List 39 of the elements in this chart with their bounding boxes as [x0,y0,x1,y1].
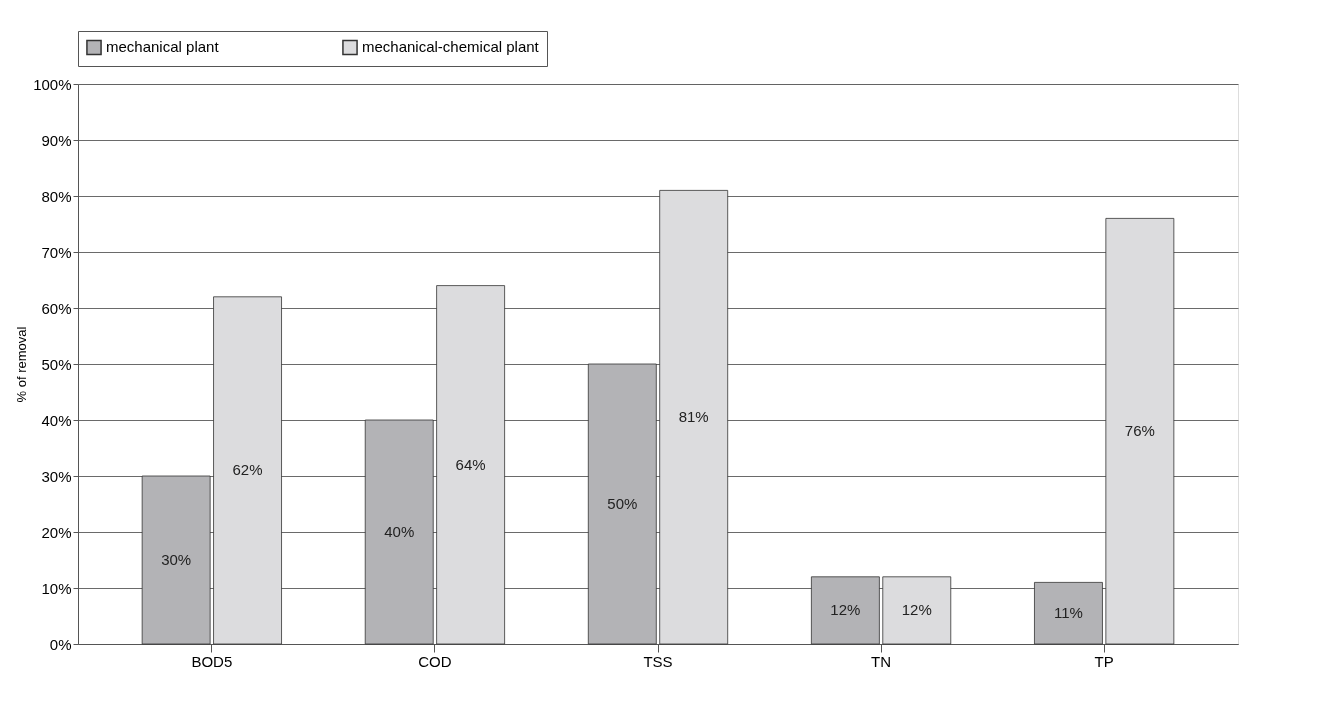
data-label: 30% [161,551,192,568]
y-tick-label: 50% [41,355,72,373]
legend-label: mechanical plant [106,38,220,56]
data-label: 76% [1124,422,1155,440]
bar [659,190,729,645]
data-label: 11% [1054,604,1083,622]
y-tick-label: 100% [33,75,72,93]
y-tick-label: 90% [41,131,72,149]
y-tick-label: 20% [41,523,72,541]
bar [587,363,657,645]
y-tick-label: 0% [49,635,72,653]
y-tick-label: 30% [41,467,72,485]
data-label: 81% [678,408,709,426]
y-axis-title: % of removal [14,326,30,403]
bar [213,296,282,645]
bar [364,419,434,645]
data-label: 62% [232,461,263,479]
y-tick-label: 60% [41,299,72,317]
x-tick-label: TP [1094,652,1114,670]
y-tick-label: 70% [41,243,72,261]
bar [882,576,952,645]
data-label: 12% [901,601,932,619]
bar [1105,218,1175,645]
x-tick-label: BOD5 [191,652,233,670]
data-label: 50% [607,495,638,512]
x-tick-label: TN [871,652,892,670]
bar [810,576,880,645]
y-tick-label: 80% [41,187,72,205]
data-label: 12% [830,601,861,619]
x-tick-label: TSS [643,652,673,670]
legend-label: mechanical-chemical plant [362,38,540,56]
y-tick-label: 40% [41,411,72,429]
data-label: 64% [455,455,486,473]
data-label: 40% [384,523,415,540]
bar [141,475,211,645]
bar [1034,582,1103,645]
bar [436,285,506,645]
y-tick-label: 10% [41,579,72,597]
x-tick-label: COD [418,652,452,670]
